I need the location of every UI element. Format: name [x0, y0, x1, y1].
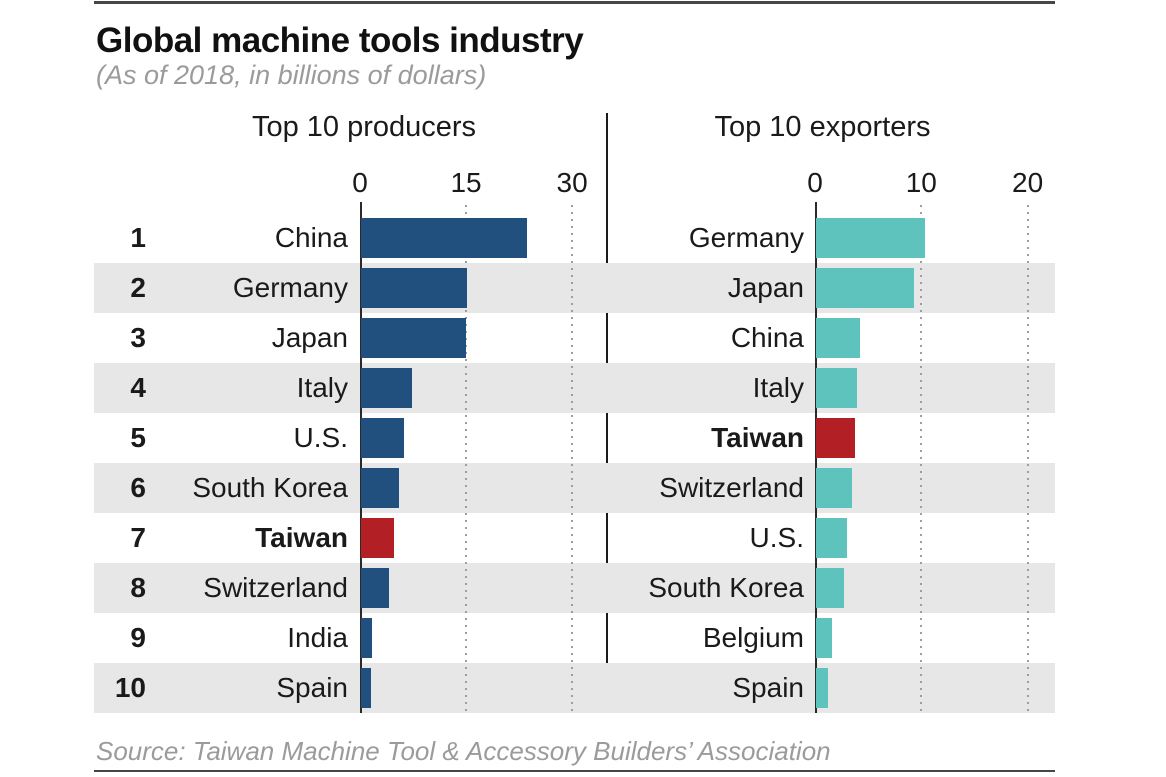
gridline [465, 205, 468, 713]
rank-number: 1 [130, 222, 146, 253]
rank-number: 5 [130, 422, 146, 453]
bar-spain [816, 668, 828, 708]
bar-germany [816, 218, 925, 258]
country-label: Japan [271, 322, 348, 353]
bar-china [361, 218, 527, 258]
country-label: U.S. [749, 522, 804, 553]
country-label: Spain [276, 672, 348, 703]
chart-header-producers: Top 10 producers [251, 111, 477, 143]
bar-china [816, 318, 860, 358]
bar-south-korea [816, 568, 844, 608]
row-stripe [94, 563, 1055, 613]
country-label: Spain [732, 672, 804, 703]
bar-belgium [816, 618, 832, 658]
rank-number: 6 [130, 472, 146, 503]
chart-divider-line [606, 113, 608, 713]
row-stripe [94, 363, 1055, 413]
country-label: Belgium [702, 622, 804, 653]
bar-south-korea [361, 468, 399, 508]
top-rule [94, 1, 1055, 4]
axis-tick-label: 0 [807, 167, 823, 198]
chart-header-exporters: Top 10 exporters [714, 111, 931, 143]
rank-number: 4 [130, 372, 146, 403]
row-stripe [94, 663, 1055, 713]
axis-tick-label: 10 [905, 167, 937, 198]
axis-tick-label: 30 [556, 167, 588, 198]
country-label: China [274, 222, 348, 253]
country-label: China [730, 322, 804, 353]
rank-number: 7 [130, 522, 146, 553]
axis-tick-label: 20 [1012, 167, 1044, 198]
gridline [1026, 205, 1029, 713]
bar-germany [361, 268, 467, 308]
source-credit: Source: Taiwan Machine Tool & Accessory … [96, 736, 831, 766]
country-label: Italy [296, 372, 348, 403]
rank-number: 8 [130, 572, 146, 603]
page-title: Global machine tools industry [96, 21, 584, 60]
bar-japan [361, 318, 466, 358]
country-label: India [287, 622, 348, 653]
row-stripe [94, 463, 1055, 513]
country-label: Switzerland [203, 572, 348, 603]
bar-italy [361, 368, 412, 408]
rank-number: 3 [130, 322, 146, 353]
bar-switzerland [816, 468, 852, 508]
country-label: Taiwan [255, 522, 348, 553]
bar-spain [361, 668, 371, 708]
rank-number: 2 [130, 272, 146, 303]
country-label: Japan [727, 272, 804, 303]
bar-taiwan [816, 418, 855, 458]
country-label: Germany [232, 272, 348, 303]
country-label: U.S. [293, 422, 348, 453]
bar-india [361, 618, 372, 658]
page-subtitle: (As of 2018, in billions of dollars) [96, 60, 487, 90]
country-label: Italy [752, 372, 804, 403]
country-label: Germany [688, 222, 804, 253]
gridline [920, 205, 923, 713]
bar-u-s [361, 418, 404, 458]
bar-taiwan [361, 518, 394, 558]
gridline [571, 205, 574, 713]
bar-u-s [816, 518, 847, 558]
bar-japan [816, 268, 914, 308]
bar-switzerland [361, 568, 389, 608]
country-label: Taiwan [711, 422, 804, 453]
country-label: South Korea [648, 572, 804, 603]
bar-italy [816, 368, 857, 408]
country-label: Switzerland [659, 472, 804, 503]
axis-tick-label: 0 [352, 167, 368, 198]
rank-number: 10 [114, 672, 146, 703]
country-label: South Korea [192, 472, 348, 503]
axis-tick-label: 15 [450, 167, 482, 198]
rank-number: 9 [130, 622, 146, 653]
bottom-rule [94, 770, 1055, 772]
